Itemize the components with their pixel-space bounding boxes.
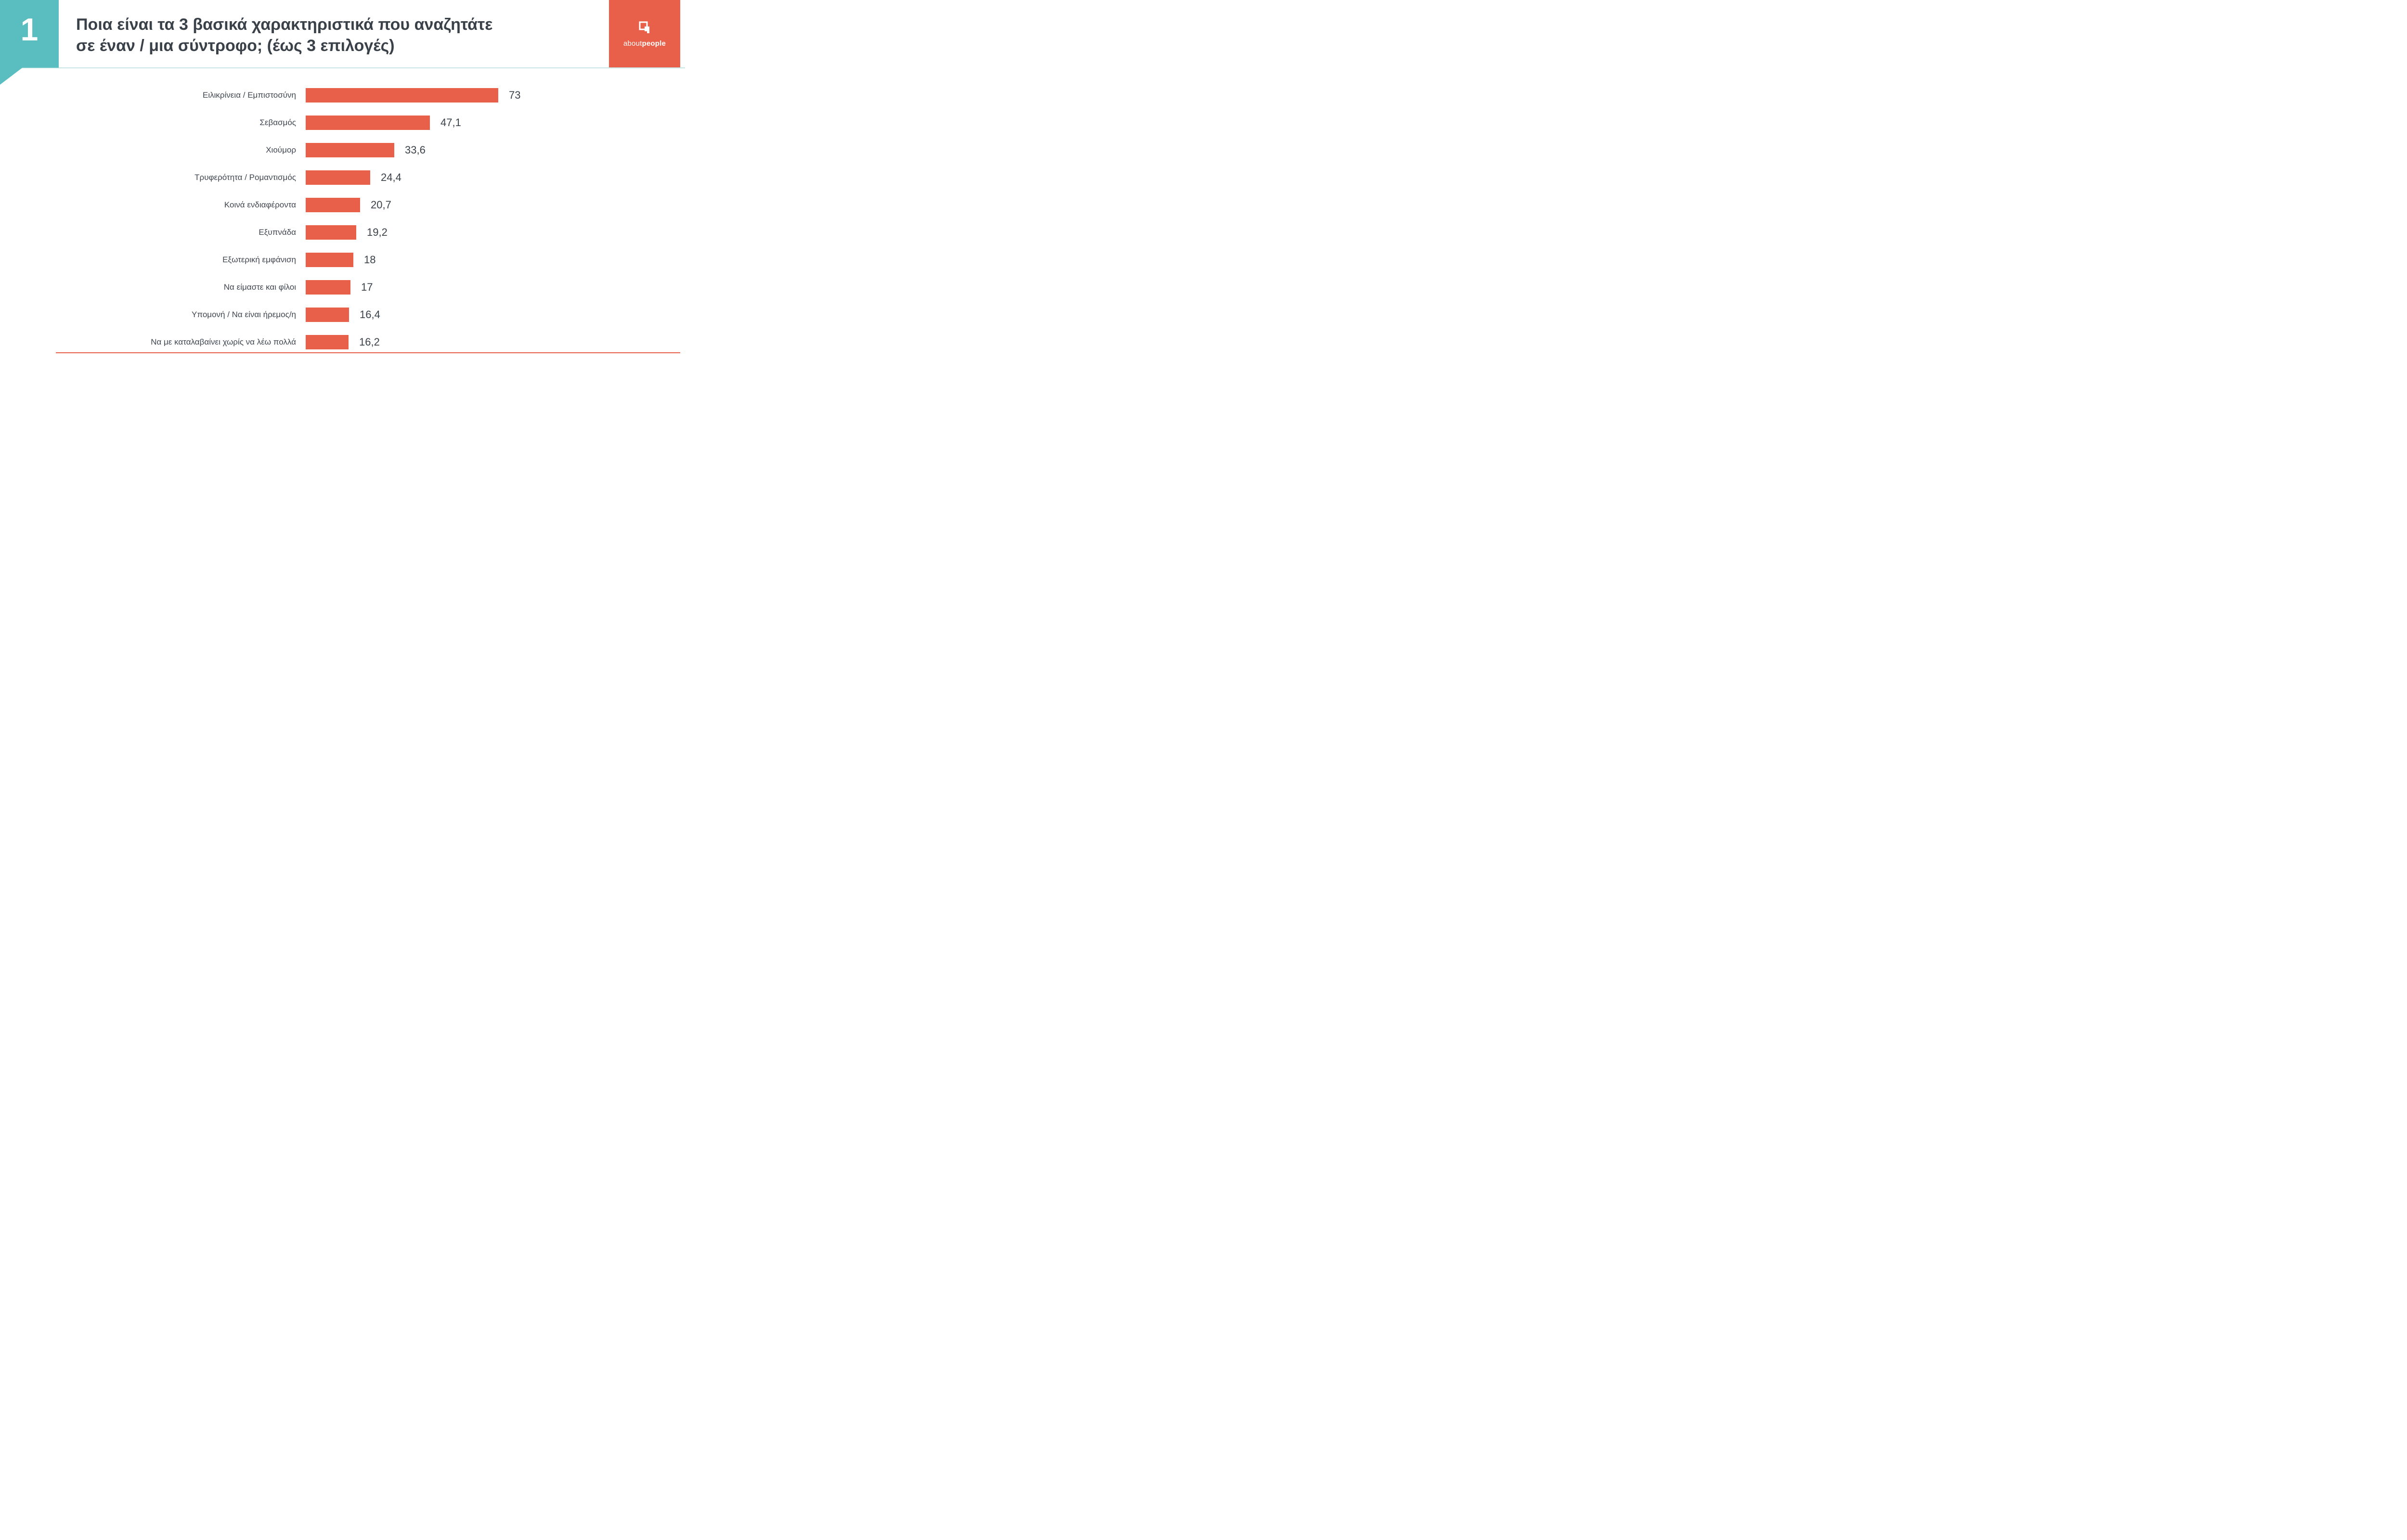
value-label: 19,2 (367, 226, 388, 238)
category-label: Να είμαστε και φίλοι (223, 282, 296, 292)
bar-track: 19,2 (296, 225, 685, 240)
category-label: Να με καταλαβαίνει χωρίς να λέω πολλά (151, 337, 296, 346)
category-label: Ειλικρίνεια / Εμπιστοσύνη (203, 90, 296, 100)
value-label: 17 (361, 281, 373, 293)
bar-row: Τρυφερότητα / Ρομαντισμός 24,4 (0, 170, 685, 185)
bar-track: 17 (296, 280, 685, 295)
aboutpeople-logo: aboutpeople (609, 0, 680, 67)
bar (306, 170, 370, 185)
bar-track: 16,4 (296, 308, 685, 322)
category-label: Τρυφερότητα / Ρομαντισμός (194, 172, 296, 182)
bar-row: Κοινά ενδιαφέροντα 20,7 (0, 198, 685, 212)
category-label: Κοινά ενδιαφέροντα (224, 200, 296, 209)
bar-row: Σεβασμός 47,1 (0, 116, 685, 130)
bar-row: Ειλικρίνεια / Εμπιστοσύνη 73 (0, 88, 685, 103)
bar (306, 198, 360, 212)
value-label: 16,4 (360, 308, 380, 321)
title-line-1: Ποια είναι τα 3 βασικά χαρακτηριστικά πο… (76, 15, 493, 34)
bar-row: Να με καταλαβαίνει χωρίς να λέω πολλά 16,… (0, 335, 685, 349)
bar-track: 73 (296, 88, 685, 103)
logo-word-people: people (642, 39, 666, 48)
bar (306, 88, 498, 103)
bar-row: Να είμαστε και φίλοι 17 (0, 280, 685, 295)
bar (306, 280, 350, 295)
value-label: 18 (364, 254, 376, 266)
bar-track: 24,4 (296, 170, 685, 185)
bar-row: Εξωτερική εμφάνιση 18 (0, 253, 685, 267)
bar-row: Χιούμορ 33,6 (0, 143, 685, 157)
category-label: Εξυπνάδα (259, 227, 296, 237)
bar-track: 20,7 (296, 198, 685, 212)
value-label: 16,2 (359, 336, 380, 348)
value-label: 24,4 (381, 171, 401, 183)
speech-bubble-icon (639, 21, 649, 33)
category-label: Εξωτερική εμφάνιση (222, 255, 296, 264)
bottom-divider (56, 352, 680, 353)
bar-chart: Ειλικρίνεια / Εμπιστοσύνη 73 Σεβασμός 47,1 Χ… (0, 88, 685, 362)
value-label: 73 (509, 89, 521, 101)
logo-wordmark: aboutpeople (623, 39, 666, 48)
value-label: 47,1 (440, 116, 461, 128)
value-label: 20,7 (371, 199, 391, 211)
bar (306, 335, 349, 349)
bar (306, 143, 394, 157)
bar (306, 308, 349, 322)
bar (306, 116, 430, 130)
category-label: Υπομονή / Να είναι ήρεμος/η (192, 309, 296, 319)
bar (306, 225, 356, 240)
bar-track: 16,2 (296, 335, 685, 349)
bar-track: 18 (296, 253, 685, 267)
category-label: Χιούμορ (266, 145, 296, 154)
bar-row: Υπομονή / Να είναι ήρεμος/η 16,4 (0, 308, 685, 322)
page-title: Ποια είναι τα 3 βασικά χαρακτηριστικά πο… (76, 14, 567, 56)
value-label: 33,6 (405, 144, 426, 156)
header-divider (0, 67, 685, 68)
title-line-2: σε έναν / μια σύντροφο; (έως 3 επιλογές) (76, 36, 395, 55)
slide: 1 Ποια είναι τα 3 βασικά χαρακτηριστικά … (0, 0, 685, 385)
bar (306, 253, 353, 267)
question-number-badge: 1 (0, 0, 59, 85)
category-label: Σεβασμός (259, 117, 296, 127)
bar-row: Εξυπνάδα 19,2 (0, 225, 685, 240)
question-number: 1 (20, 12, 39, 47)
logo-word-about: about (623, 39, 642, 48)
bar-track: 47,1 (296, 116, 685, 130)
bar-track: 33,6 (296, 143, 685, 157)
